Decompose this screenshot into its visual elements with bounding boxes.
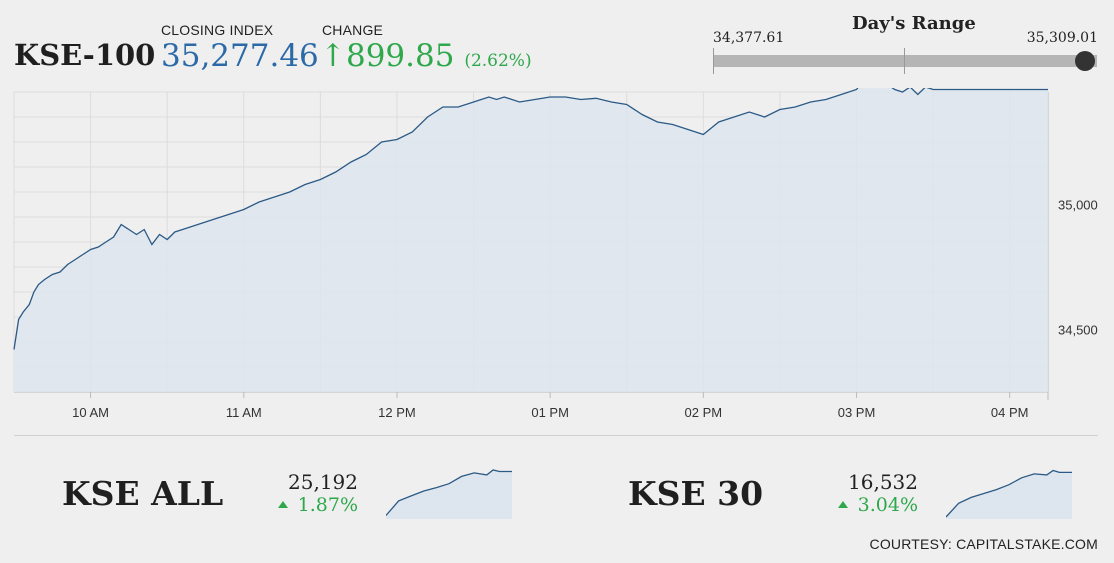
- series-area: [14, 88, 1048, 392]
- kse-all-name: KSE ALL: [62, 474, 224, 513]
- x-tick-label: 02 PM: [685, 405, 723, 418]
- kse-30-change-value: 3.04%: [857, 494, 918, 516]
- day-range-high: 35,309.01: [1026, 30, 1098, 46]
- up-triangle-icon: [837, 500, 848, 508]
- intraday-chart: 10 AM 11 AM 12 PM 01 PM 02 PM 03 PM 04 PM 35,00…: [13, 88, 1098, 418]
- divider: [14, 435, 1098, 436]
- x-tick-label: 01 PM: [531, 405, 569, 418]
- up-arrow-icon: ↑: [320, 38, 346, 74]
- kse-all-change-value: 1.87%: [297, 494, 358, 516]
- day-range-title: Day's Range: [852, 13, 976, 34]
- index-title: KSE-100: [14, 38, 156, 72]
- y-tick-label: 35,000: [1058, 198, 1098, 213]
- x-tick-label: 11 AM: [226, 405, 262, 418]
- kse-30-sparkline: [946, 469, 1072, 519]
- kse-30-name: KSE 30: [628, 474, 764, 513]
- kse-all-value: 25,192: [288, 470, 358, 494]
- day-range-bar: [713, 55, 1097, 67]
- sparkline-line: [946, 469, 1072, 518]
- sparkline-area: [386, 470, 512, 519]
- x-tick-label: 10 AM: [72, 405, 109, 418]
- change-label: CHANGE: [322, 22, 384, 38]
- change-value: 899.85: [345, 38, 455, 74]
- kse-30-value: 16,532: [848, 470, 918, 494]
- sparkline-line: [386, 469, 512, 516]
- kse-all-change: 1.87%: [248, 494, 358, 516]
- up-triangle-icon: [277, 500, 288, 508]
- kse-30-change: 3.04%: [808, 494, 918, 516]
- series-line: [13, 88, 1048, 350]
- x-tick-label: 12 PM: [378, 405, 416, 418]
- change-block: ↑899.85 (2.62%): [320, 38, 532, 74]
- x-tick-label: 03 PM: [838, 405, 876, 418]
- sparkline-area: [946, 470, 1072, 519]
- day-range-tick-start: [713, 48, 714, 74]
- change-percent: (2.62%): [464, 51, 532, 71]
- day-range-low: 34,377.61: [713, 30, 785, 46]
- courtesy-text: COURTESY: CAPITALSTAKE.COM: [869, 536, 1098, 552]
- closing-index-label: CLOSING INDEX: [161, 22, 274, 38]
- kse-all-sparkline: [386, 469, 512, 519]
- closing-index-value: 35,277.46: [161, 38, 319, 74]
- y-tick-label: 34,500: [1058, 323, 1098, 338]
- day-range-tick-mid: [904, 48, 905, 74]
- x-tick-label: 04 PM: [991, 405, 1029, 418]
- day-range-marker: [1075, 51, 1095, 71]
